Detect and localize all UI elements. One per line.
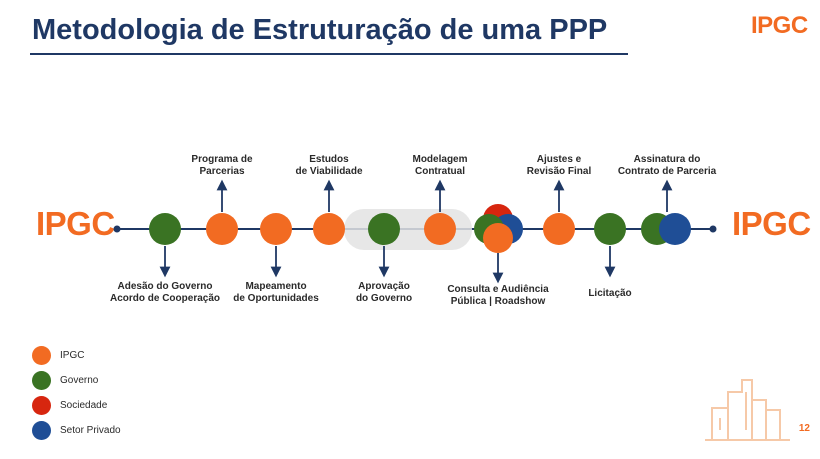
ipgc-logo-left: IPGC (36, 205, 115, 243)
label-line: Parcerias (199, 166, 245, 177)
node-adesao-governo (149, 213, 181, 245)
legend-item-sociedade: Sociedade (32, 395, 107, 415)
label-mapeamento-oportunidades: Mapeamento de Oportunidades (233, 281, 319, 305)
label-adesao-governo: Adesão do Governo Acordo de Cooperação (110, 281, 220, 305)
logo-text: IPGC (36, 205, 115, 242)
legend-item-setor-privado: Setor Privado (32, 420, 121, 440)
legend-swatch (32, 345, 51, 365)
label-line: Estudos (309, 154, 349, 165)
label-ajustes-revisao: Ajustes e Revisão Final (527, 154, 591, 178)
timeline-start-dot (113, 225, 121, 233)
label-line: Assinatura do (633, 154, 701, 165)
node-estudos-ipgc (313, 213, 345, 245)
label-line: Ajustes e (536, 154, 582, 165)
label-line: de Viabilidade (295, 166, 363, 177)
node-ajustes-ipgc (543, 213, 575, 245)
legend-item-governo: Governo (32, 370, 98, 390)
label-line: Mapeamento (245, 281, 307, 292)
node-assinatura-privado (659, 213, 691, 245)
legend-label: Sociedade (60, 399, 108, 411)
node-aprovacao-governo (368, 213, 400, 245)
label-line: Contrato de Parceria (617, 166, 717, 177)
label-estudos-viabilidade: Estudos de Viabilidade (295, 154, 362, 178)
label-consulta-audiencia: Consulta e Audiência Pública | Roadshow (447, 284, 548, 308)
label-line: Licitação (588, 288, 632, 299)
label-aprovacao-governo: Aprovação do Governo (356, 281, 412, 305)
label-line: Contratual (414, 166, 465, 177)
node-mapeamento-ipgc (260, 213, 292, 245)
label-line: Pública | Roadshow (450, 296, 546, 307)
legend-swatch (32, 370, 51, 390)
label-line: do Governo (355, 293, 413, 304)
node-consulta-ipgc (483, 223, 513, 253)
label-line: de Oportunidades (233, 293, 319, 304)
title-underline (30, 53, 628, 55)
logo-text: IPGC (751, 12, 808, 39)
label-programa-parcerias: Programa de Parcerias (191, 154, 252, 178)
city-skyline-decoration (705, 379, 790, 441)
label-line: Modelagem (412, 154, 468, 165)
label-line: Aprovação (358, 281, 410, 292)
legend-label: Governo (60, 374, 99, 386)
page-number: 12 (798, 423, 810, 434)
label-line: Revisão Final (526, 166, 592, 177)
legend-item-ipgc: IPGC (32, 345, 84, 365)
label-line: Acordo de Cooperação (109, 293, 221, 304)
node-licitacao-governo (594, 213, 626, 245)
label-modelagem-contratual: Modelagem Contratual (412, 154, 467, 178)
legend-swatch (32, 395, 51, 415)
ipgc-logo-top: IPGC (751, 12, 808, 40)
logo-text: IPGC (732, 205, 811, 242)
legend-label: Setor Privado (60, 424, 121, 436)
label-line: Programa de (191, 154, 253, 165)
node-modelagem-ipgc (424, 213, 456, 245)
legend-swatch (32, 420, 51, 440)
label-licitacao: Licitação (588, 288, 631, 300)
node-programa-ipgc (206, 213, 238, 245)
legend-label: IPGC (60, 349, 85, 361)
label-line: Consulta e Audiência (447, 284, 549, 295)
label-line: Adesão do Governo (117, 281, 213, 292)
label-assinatura-contrato: Assinatura do Contrato de Parceria (618, 154, 716, 178)
timeline-end-dot (709, 225, 717, 233)
page-title: Metodologia de Estruturação de uma PPP (32, 14, 608, 46)
ipgc-logo-right: IPGC (732, 205, 811, 243)
